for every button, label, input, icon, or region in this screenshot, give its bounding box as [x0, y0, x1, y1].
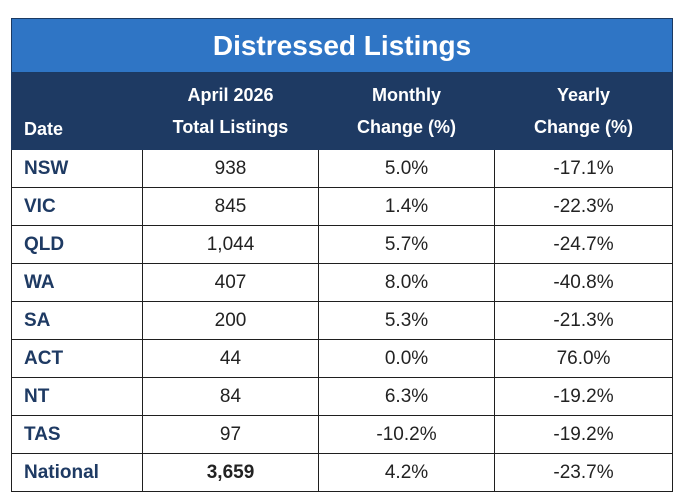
total-cell: 84 [142, 377, 319, 416]
total-cell: 200 [142, 301, 319, 340]
header-date: Date [11, 72, 143, 150]
region-cell: TAS [11, 415, 143, 454]
total-cell: 3,659 [142, 453, 319, 492]
table-row: VIC 845 1.4% -22.3% [11, 187, 673, 226]
region-cell: ACT [11, 339, 143, 378]
monthly-cell: 1.4% [318, 187, 495, 226]
yearly-cell: -23.7% [494, 453, 673, 492]
header-monthly-line1: Monthly [372, 85, 441, 105]
yearly-cell: -17.1% [494, 149, 673, 188]
monthly-cell: 5.0% [318, 149, 495, 188]
table-body: NSW 938 5.0% -17.1% VIC 845 1.4% -22.3% … [11, 149, 673, 492]
total-cell: 938 [142, 149, 319, 188]
table-row: WA 407 8.0% -40.8% [11, 263, 673, 302]
region-cell: QLD [11, 225, 143, 264]
distressed-listings-table: Distressed Listings Date April 2026 Tota… [11, 18, 673, 492]
table-row: QLD 1,044 5.7% -24.7% [11, 225, 673, 264]
monthly-cell: 5.3% [318, 301, 495, 340]
yearly-cell: 76.0% [494, 339, 673, 378]
total-cell: 407 [142, 263, 319, 302]
region-cell: WA [11, 263, 143, 302]
region-cell: VIC [11, 187, 143, 226]
region-cell: SA [11, 301, 143, 340]
region-cell: NSW [11, 149, 143, 188]
table-row-national: National 3,659 4.2% -23.7% [11, 453, 673, 492]
table-title: Distressed Listings [11, 18, 673, 73]
header-yearly-line1: Yearly [556, 85, 611, 105]
header-monthly-change: Monthly Change (%) [318, 72, 495, 150]
monthly-cell: 5.7% [318, 225, 495, 264]
header-yearly-line2: Change (%) [534, 117, 633, 137]
monthly-cell: 6.3% [318, 377, 495, 416]
distressed-listings-table-container: Distressed Listings Date April 2026 Tota… [11, 18, 673, 492]
table-row: SA 200 5.3% -21.3% [11, 301, 673, 340]
header-row: Date April 2026 Total Listings Monthly C… [11, 72, 673, 150]
region-cell: NT [11, 377, 143, 416]
monthly-cell: 4.2% [318, 453, 495, 492]
header-total-line2: Total Listings [172, 117, 289, 137]
table-row: ACT 44 0.0% 76.0% [11, 339, 673, 378]
yearly-cell: -21.3% [494, 301, 673, 340]
table-row: TAS 97 -10.2% -19.2% [11, 415, 673, 454]
header-total-listings: April 2026 Total Listings [142, 72, 319, 150]
monthly-cell: 0.0% [318, 339, 495, 378]
total-cell: 97 [142, 415, 319, 454]
table-row: NT 84 6.3% -19.2% [11, 377, 673, 416]
yearly-cell: -22.3% [494, 187, 673, 226]
yearly-cell: -19.2% [494, 415, 673, 454]
header-total-line1: April 2026 [187, 85, 274, 105]
monthly-cell: -10.2% [318, 415, 495, 454]
yearly-cell: -24.7% [494, 225, 673, 264]
total-cell: 44 [142, 339, 319, 378]
region-cell: National [11, 453, 143, 492]
header-monthly-line2: Change (%) [357, 117, 456, 137]
total-cell: 845 [142, 187, 319, 226]
total-cell: 1,044 [142, 225, 319, 264]
table-row: NSW 938 5.0% -17.1% [11, 149, 673, 188]
yearly-cell: -40.8% [494, 263, 673, 302]
monthly-cell: 8.0% [318, 263, 495, 302]
header-yearly-change: Yearly Change (%) [494, 72, 673, 150]
yearly-cell: -19.2% [494, 377, 673, 416]
